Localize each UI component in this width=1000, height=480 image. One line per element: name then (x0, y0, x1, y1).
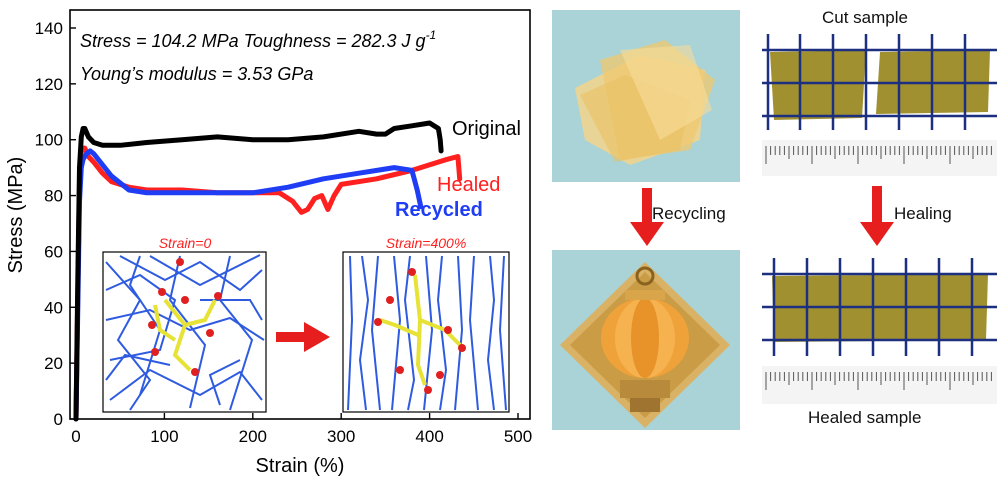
polymer-chains-right (347, 255, 507, 411)
inset-network-strain-400: Strain=400% (342, 235, 510, 413)
series-line-recycled (73, 148, 424, 422)
crosslink-dots-right (374, 268, 466, 394)
photo-recycled-lantern (552, 250, 740, 430)
annotation-line-2: Young’s modulus = 3.53 GPa (80, 64, 313, 84)
healing-label: Healing (894, 204, 952, 223)
x-tick-label: 100 (150, 427, 178, 446)
x-tick-label: 500 (504, 427, 532, 446)
crosslinker-left (153, 298, 217, 372)
x-tick-label: 300 (327, 427, 355, 446)
crosslink-dots-left (148, 258, 222, 376)
inset-label-left: Strain=0 (159, 235, 212, 251)
y-axis-label: Stress (MPa) (5, 157, 27, 274)
series-lines (73, 120, 463, 422)
y-tick-label: 140 (35, 19, 63, 38)
recycling-arrow (630, 188, 664, 246)
series-line-original (73, 120, 444, 422)
y-tick-label: 100 (35, 131, 63, 150)
plot-frame (69, 9, 531, 420)
cut-sample-label: Cut sample (822, 8, 908, 27)
photo-healed-sample (762, 258, 997, 404)
inset-label-right: Strain=400% (386, 235, 467, 251)
photo-cut-sample (762, 34, 997, 176)
ruler-cut (765, 146, 992, 164)
series-label-healed: Healed (437, 174, 500, 196)
inset-network-strain-0: Strain=0 (102, 235, 267, 413)
y-tick-label: 40 (44, 298, 63, 317)
annotation-line-1: Stress = 104.2 MPa Toughness = 282.3 J g… (80, 28, 436, 51)
grid-lines-healed (762, 258, 997, 356)
y-tick-label: 120 (35, 75, 63, 94)
healing-arrow (860, 186, 894, 246)
y-tick-label: 20 (44, 354, 63, 373)
inset-arrow (276, 322, 330, 352)
recycling-label: Recycling (652, 204, 726, 223)
grid-lines-cut (762, 34, 997, 130)
x-tick-label: 400 (415, 427, 443, 446)
ruler-healed (765, 372, 992, 390)
axis-tick-labels: 0 100 200 300 400 500 0 20 40 60 80 100 120 140 (35, 19, 533, 446)
healed-sample-label: Healed sample (808, 408, 922, 427)
series-label-recycled: Recycled (395, 199, 483, 221)
x-axis-label: Strain (%) (256, 455, 345, 477)
y-tick-label: 0 (54, 410, 63, 429)
x-tick-label: 200 (239, 427, 267, 446)
photo-stacked-films (552, 10, 740, 182)
x-tick-label: 0 (71, 427, 80, 446)
y-tick-label: 60 (44, 242, 63, 261)
series-label-original: Original (452, 118, 521, 140)
y-tick-label: 80 (44, 187, 63, 206)
